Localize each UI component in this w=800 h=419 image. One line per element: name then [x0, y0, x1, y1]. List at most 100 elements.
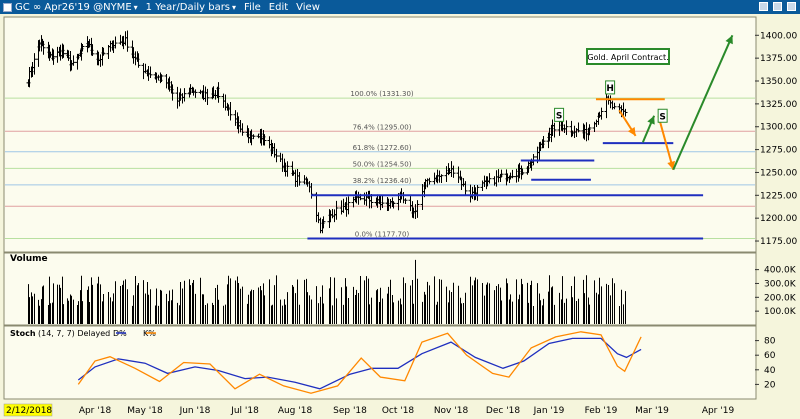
- price-bar: [41, 40, 46, 55]
- price-bar: [564, 120, 569, 136]
- menu-view[interactable]: View: [296, 1, 320, 13]
- price-bar: [599, 107, 604, 120]
- arrow-down-2: [657, 115, 676, 170]
- x-axis-tick-label: 2/12/2018: [6, 406, 52, 416]
- price-y-tick-label: 1225.00: [760, 191, 797, 201]
- price-bar: [520, 168, 525, 176]
- maximize-icon[interactable]: [773, 2, 782, 11]
- title-bar: GC ∞ Apr26'19 @NYME ▾ 1 Year/Daily bars …: [0, 0, 800, 14]
- stoch-y-tick-label: 20: [764, 380, 776, 390]
- window-controls: [759, 2, 796, 11]
- price-bar: [369, 193, 374, 209]
- x-axis-tick-label: Sep '18: [333, 406, 367, 416]
- pattern-label-box: [554, 107, 565, 122]
- menu-file[interactable]: File: [244, 1, 261, 13]
- price-bar: [380, 195, 385, 208]
- volume-y-tick-label: 400.0K: [764, 266, 797, 276]
- volume-y-tick-label: 200.0K: [764, 293, 797, 303]
- timeframe-dropdown-icon[interactable]: ▾: [232, 2, 237, 12]
- pattern-label-text: H: [606, 84, 614, 94]
- price-bar: [587, 124, 592, 136]
- price-bar: [251, 134, 256, 140]
- fib-level-label: 100.0% (1331.30): [350, 90, 414, 98]
- price-bar: [159, 74, 164, 82]
- stoch-line-K: [77, 331, 642, 394]
- timeframe-label[interactable]: 1 Year/Daily bars: [145, 1, 231, 13]
- price-bar: [80, 43, 85, 52]
- price-bar: [262, 134, 267, 146]
- price-bar: [274, 148, 279, 163]
- price-bar: [193, 89, 198, 98]
- price-bar: [475, 184, 480, 201]
- arrow-head: [627, 126, 636, 136]
- arrow-head: [647, 115, 655, 125]
- stoch-y-tick-label: 60: [764, 351, 776, 361]
- annotation-text: Gold. April Contract.: [587, 53, 668, 62]
- app-icon: [3, 2, 12, 12]
- arrow-head: [725, 35, 733, 45]
- symbol-dropdown-icon[interactable]: ▾: [133, 2, 138, 12]
- pattern-label-s: S: [657, 108, 668, 123]
- price-bar: [552, 122, 557, 138]
- arrow-shaft: [657, 115, 675, 170]
- pattern-label-text: S: [659, 112, 665, 122]
- x-axis-tick-label: Nov '18: [434, 406, 469, 416]
- price-bar: [51, 49, 56, 65]
- x-axis-tick-label: Oct '18: [382, 406, 415, 416]
- price-bar: [61, 44, 66, 58]
- fib-level-label: 76.4% (1295.00): [353, 123, 412, 131]
- chart-svg: 100.0% (1331.30) 76.4% (1295.00) 61.8% (12…: [0, 14, 800, 419]
- arrow-shaft: [672, 34, 734, 171]
- price-bar: [427, 177, 432, 185]
- price-bar: [297, 172, 302, 186]
- price-bar: [113, 36, 118, 49]
- fib-level-label: 0.0% (1177.70): [355, 231, 410, 239]
- price-y-tick-label: 1300.00: [760, 123, 797, 133]
- price-bar: [391, 201, 396, 209]
- x-axis-tick-label: Apr '18: [79, 406, 112, 416]
- current-date-highlight: [3, 403, 53, 417]
- price-y-tick-label: 1325.00: [760, 100, 797, 110]
- pattern-label-box: [605, 80, 616, 95]
- annotation-frame: [586, 48, 670, 65]
- arrow-down-1: [618, 109, 637, 137]
- price-bar: [205, 88, 210, 105]
- x-axis-tick-label: Dec '18: [486, 406, 520, 416]
- price-y-tick-label: 1250.00: [760, 168, 797, 178]
- pattern-label-s: S: [554, 107, 565, 122]
- stoch-y-tick-label: 80: [764, 337, 776, 347]
- price-bar: [403, 198, 408, 204]
- symbol-title[interactable]: GC ∞ Apr26'19 @NYME: [15, 1, 132, 13]
- menu-edit[interactable]: Edit: [268, 1, 289, 13]
- stoch-params: (14, 7, 7) Delayed: [38, 329, 110, 338]
- price-bar: [541, 136, 546, 149]
- x-axis-tick-label: Jul '18: [230, 406, 259, 416]
- price-bar: [170, 84, 175, 101]
- x-axis-tick-label: Aug '18: [278, 406, 313, 416]
- price-bar: [487, 173, 492, 184]
- price-bar: [136, 53, 141, 68]
- price-bar: [334, 200, 339, 220]
- price-bar: [125, 30, 130, 52]
- x-axis-tick-label: Jun '18: [179, 406, 211, 416]
- price-y-tick-label: 1200.00: [760, 214, 797, 224]
- volume-panel-title: Volume: [10, 254, 48, 264]
- pattern-label-box: [657, 108, 668, 123]
- close-icon[interactable]: [787, 2, 796, 11]
- annotation-box: Gold. April Contract.: [586, 48, 670, 65]
- price-bar: [71, 55, 76, 66]
- arrow-up-1: [641, 115, 656, 143]
- stoch-y-tick-label: 40: [764, 366, 776, 376]
- price-bar: [148, 66, 153, 78]
- price-bar: [576, 122, 581, 133]
- price-bar: [228, 101, 233, 121]
- price-bar: [612, 102, 617, 110]
- price-y-tick-label: 1400.00: [760, 31, 797, 41]
- minimize-icon[interactable]: [759, 2, 768, 11]
- price-bar: [90, 44, 95, 57]
- x-axis-tick-label: Mar '19: [635, 406, 669, 416]
- price-bar: [415, 200, 420, 218]
- price-bar: [451, 165, 456, 178]
- price-bar: [499, 169, 504, 178]
